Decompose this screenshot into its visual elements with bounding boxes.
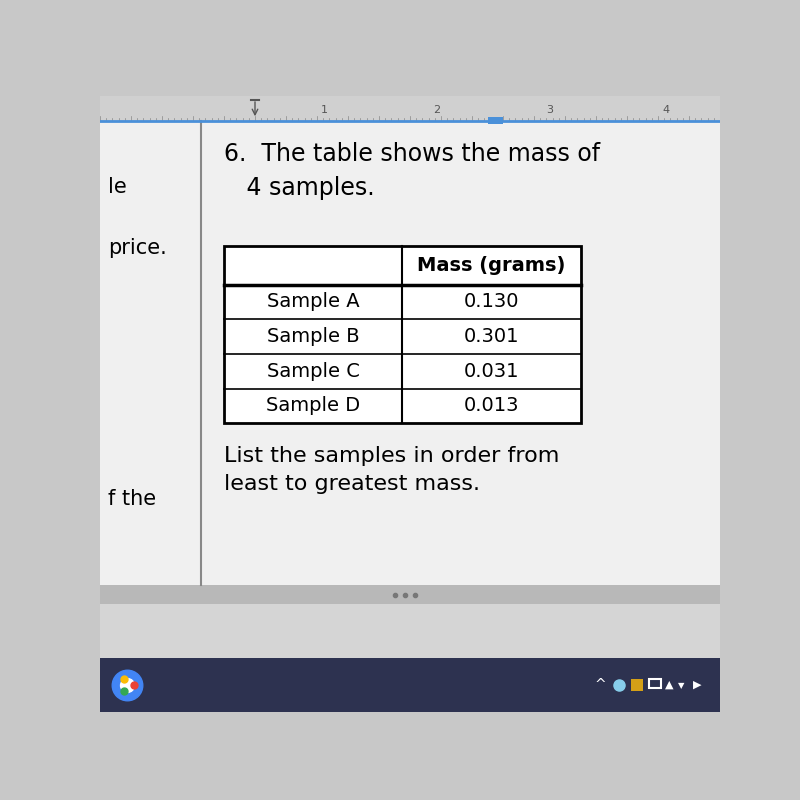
- Text: ▶: ▶: [693, 680, 701, 690]
- Bar: [100, 121, 720, 585]
- Bar: [224, 246, 581, 423]
- Text: 0.013: 0.013: [464, 397, 519, 415]
- Text: ▼: ▼: [678, 681, 685, 690]
- Text: Sample B: Sample B: [267, 327, 359, 346]
- Text: 4: 4: [662, 105, 670, 115]
- Text: 3: 3: [546, 105, 553, 115]
- Text: 2: 2: [434, 105, 441, 115]
- Text: 1: 1: [322, 105, 328, 115]
- Bar: [100, 604, 720, 712]
- Text: f the: f the: [108, 489, 156, 509]
- Bar: [649, 679, 661, 688]
- Text: 0.301: 0.301: [464, 327, 519, 346]
- Bar: [100, 658, 720, 712]
- Text: 0.130: 0.130: [464, 293, 519, 311]
- Text: 6.  The table shows the mass of
   4 samples.: 6. The table shows the mass of 4 samples…: [224, 142, 600, 200]
- Text: Sample A: Sample A: [267, 293, 359, 311]
- Text: 0.031: 0.031: [464, 362, 519, 381]
- Text: Sample C: Sample C: [266, 362, 359, 381]
- Text: price.: price.: [108, 238, 166, 258]
- Text: ^: ^: [594, 678, 606, 692]
- Bar: [100, 96, 720, 121]
- Text: ▲: ▲: [666, 680, 674, 690]
- Bar: [487, 117, 503, 125]
- Bar: [631, 679, 643, 691]
- Bar: [224, 246, 581, 423]
- Text: Mass (grams): Mass (grams): [417, 256, 566, 275]
- Text: le: le: [108, 177, 126, 197]
- Text: List the samples in order from
least to greatest mass.: List the samples in order from least to …: [224, 446, 559, 494]
- Text: Sample D: Sample D: [266, 397, 360, 415]
- Bar: [100, 585, 720, 604]
